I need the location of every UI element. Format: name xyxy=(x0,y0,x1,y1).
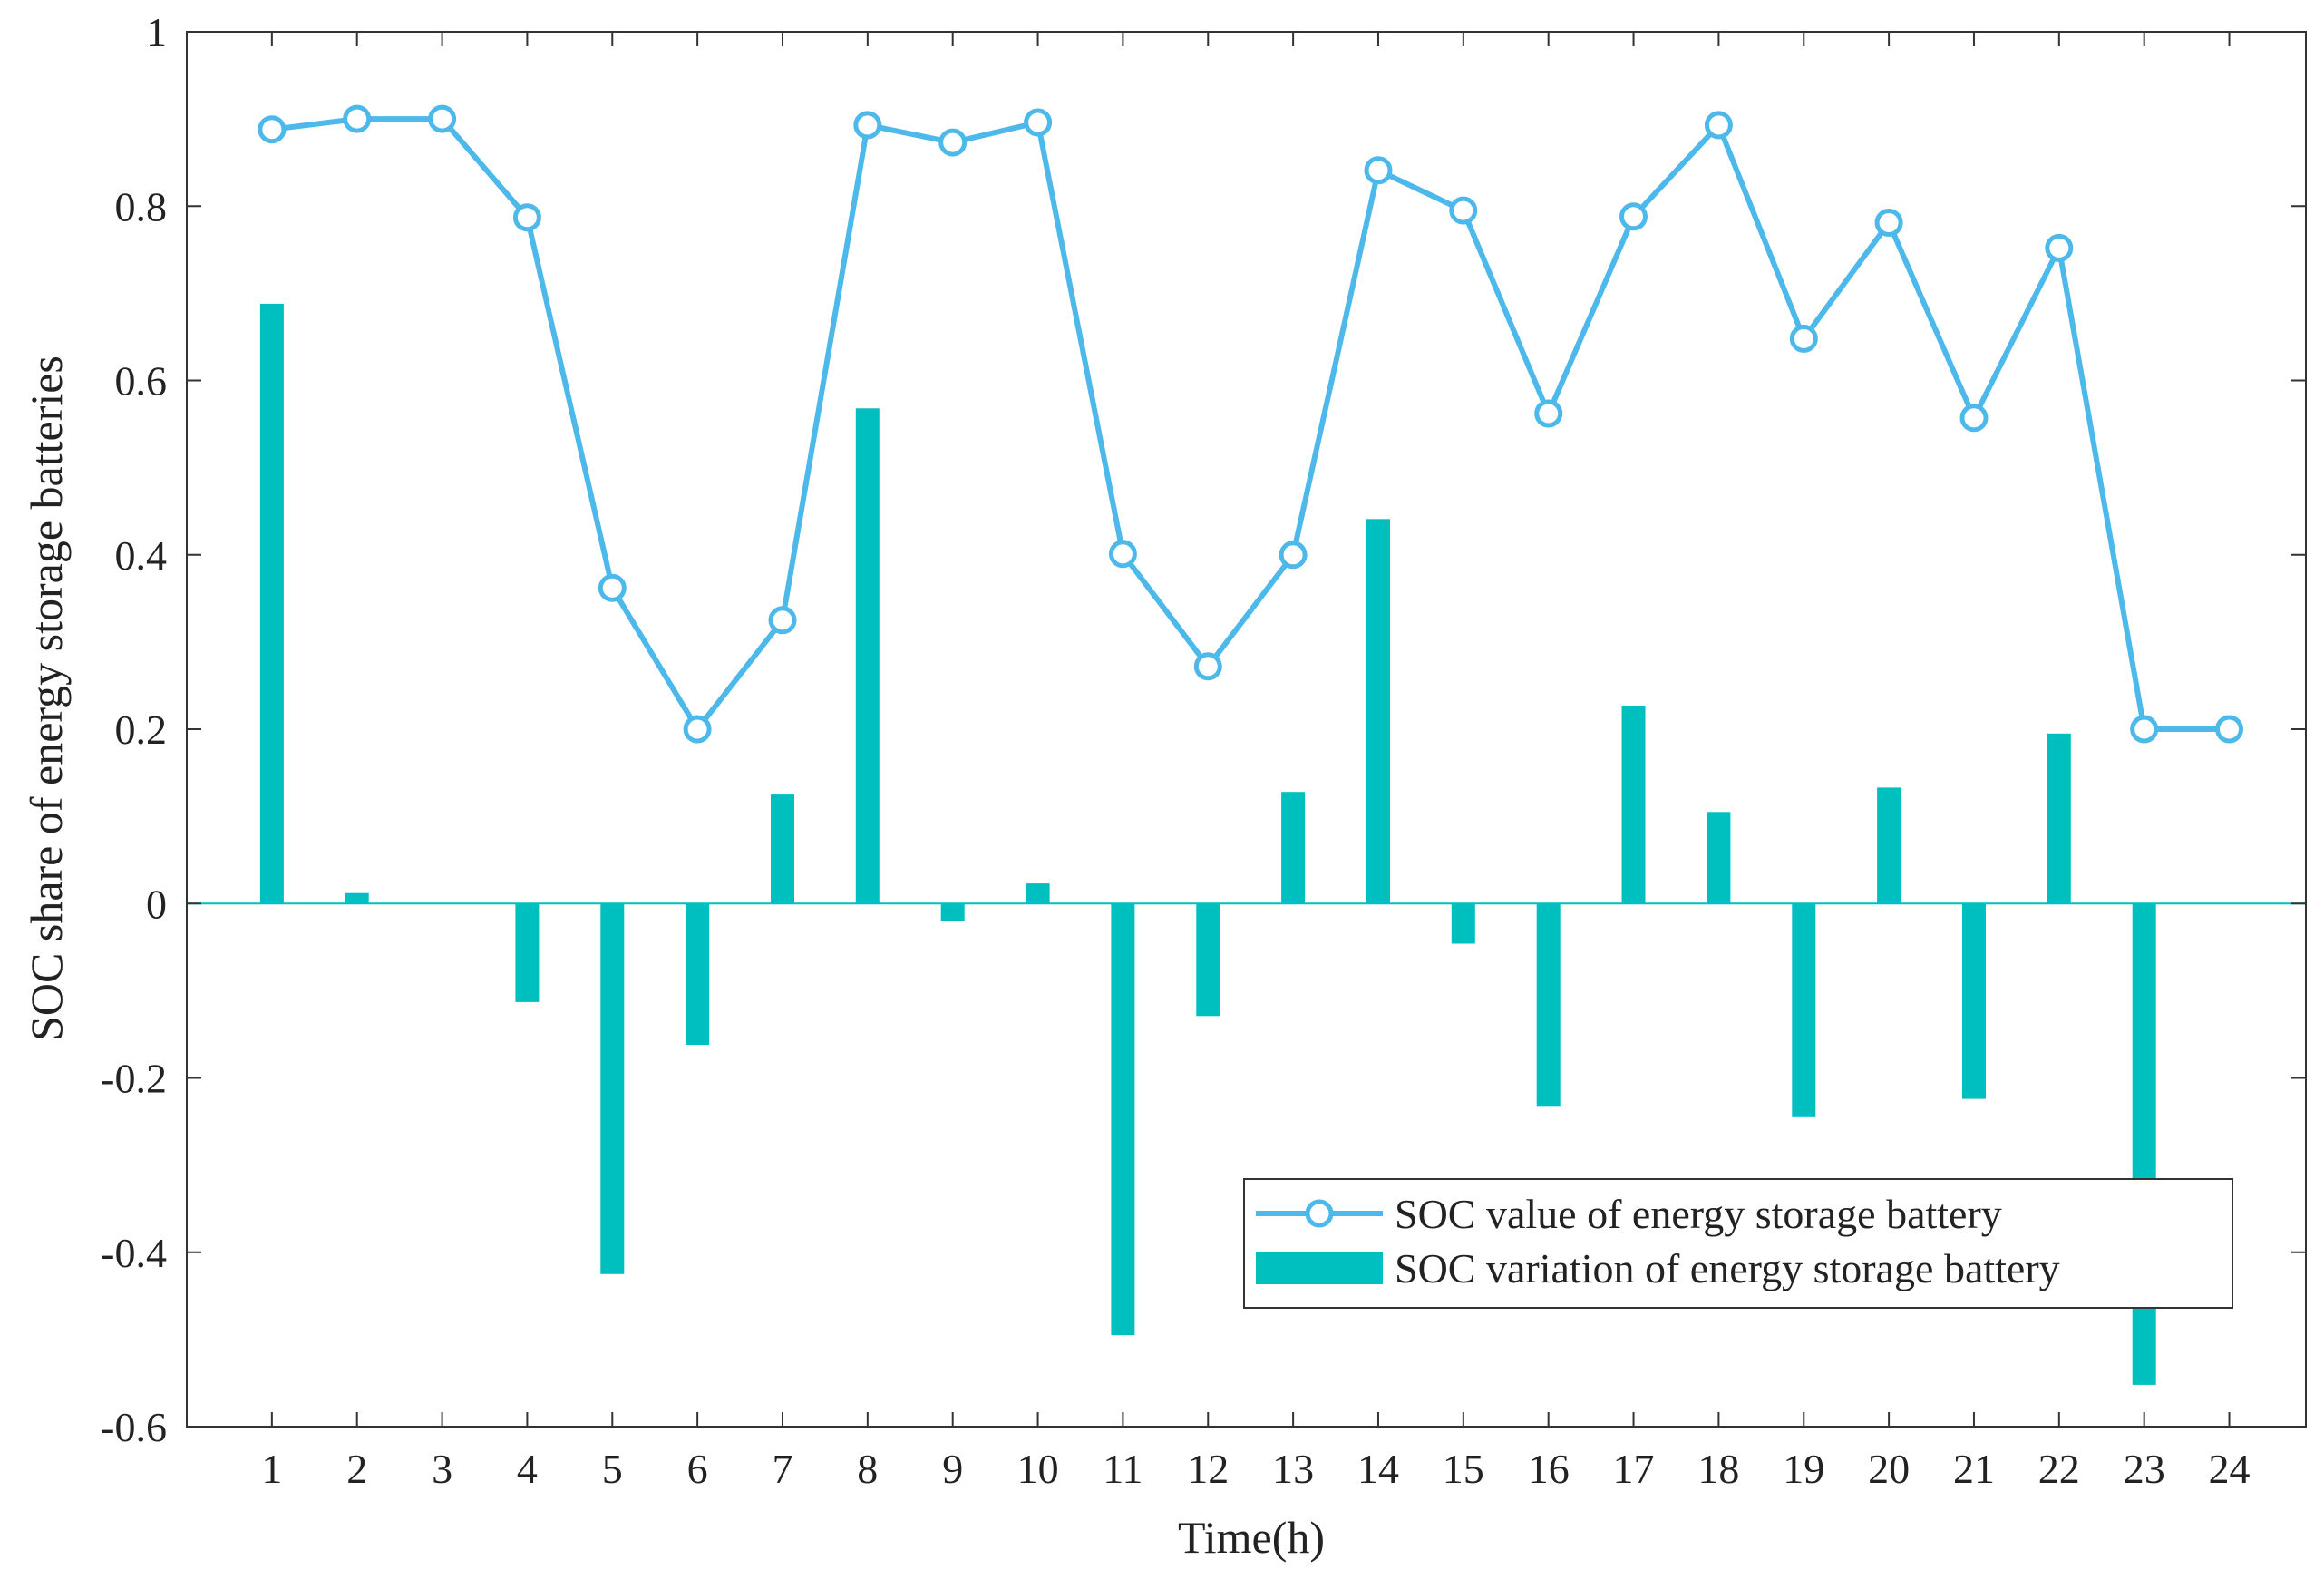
x-tick-label: 12 xyxy=(1187,1446,1229,1492)
soc-point-11 xyxy=(1108,540,1137,569)
soc-value-line xyxy=(271,116,2230,732)
x-tick-label: 13 xyxy=(1272,1446,1314,1492)
soc-point-13 xyxy=(1279,541,1308,570)
x-tick-label: 24 xyxy=(2209,1446,2251,1492)
x-tick-label: 4 xyxy=(517,1446,538,1492)
legend-label-soc-variation: SOC variation of energy storage battery xyxy=(1395,1245,2060,1291)
soc-point-12 xyxy=(1193,652,1222,681)
y-tick-label: -0.4 xyxy=(101,1230,167,1276)
y-tick-label: -0.2 xyxy=(101,1056,167,1102)
x-tick-label: 22 xyxy=(2038,1446,2080,1492)
bar-6 xyxy=(686,903,710,1045)
x-tick-label: 2 xyxy=(346,1446,367,1492)
bar-13 xyxy=(1281,792,1306,904)
bar-9 xyxy=(940,903,965,921)
x-tick-label: 17 xyxy=(1613,1446,1655,1492)
x-tick-label: 19 xyxy=(1783,1446,1824,1492)
line-layer xyxy=(258,104,2243,744)
bar-19 xyxy=(1792,903,1816,1117)
x-axis-label: Time(h) xyxy=(1178,1512,1325,1563)
soc-point-22 xyxy=(2045,233,2074,262)
bar-15 xyxy=(1451,903,1475,944)
x-tick-label: 10 xyxy=(1017,1446,1059,1492)
bar-4 xyxy=(515,903,540,1002)
x-tick-label: 23 xyxy=(2124,1446,2165,1492)
soc-point-4 xyxy=(512,203,541,232)
soc-point-18 xyxy=(1704,111,1733,140)
x-tick-label: 5 xyxy=(602,1446,623,1492)
soc-point-1 xyxy=(258,115,287,144)
y-axis-label: SOC share of energy storage batteries xyxy=(21,356,72,1041)
legend-marker-swatch xyxy=(1305,1199,1334,1228)
y-tick-label: 0.4 xyxy=(115,532,168,579)
bar-12 xyxy=(1196,903,1220,1017)
bar-14 xyxy=(1366,519,1390,904)
soc-point-23 xyxy=(2130,715,2159,744)
soc-point-2 xyxy=(343,104,372,133)
x-tick-label: 15 xyxy=(1443,1446,1484,1492)
x-tick-label: 8 xyxy=(857,1446,878,1492)
soc-point-20 xyxy=(1874,209,1903,237)
y-tick-label: 0.8 xyxy=(115,183,168,229)
x-tick-label: 16 xyxy=(1528,1446,1570,1492)
soc-point-8 xyxy=(853,111,882,140)
bar-8 xyxy=(855,408,880,904)
bar-1 xyxy=(259,303,284,904)
y-tick-label: 0.6 xyxy=(115,358,168,404)
soc-point-15 xyxy=(1449,196,1478,225)
x-tick-label: 11 xyxy=(1103,1446,1143,1492)
y-tick-label: 0.2 xyxy=(115,707,168,753)
bar-5 xyxy=(600,903,625,1274)
ticks-layer: -0.6-0.4-0.200.20.40.60.811 2 3 4 5 6 7 8 9 10 11 1… xyxy=(101,9,2306,1492)
legend-label-soc-value: SOC value of energy storage battery xyxy=(1395,1191,2002,1237)
bar-22 xyxy=(2047,733,2071,904)
bars-layer xyxy=(259,303,2241,1385)
bar-18 xyxy=(1707,812,1731,904)
x-tick-label: 14 xyxy=(1357,1446,1399,1492)
legend-bar-swatch xyxy=(1256,1252,1383,1284)
soc-point-9 xyxy=(938,128,968,157)
y-tick-label: 1 xyxy=(146,9,167,55)
soc-point-7 xyxy=(768,606,797,635)
bar-21 xyxy=(1962,903,1986,1099)
soc-point-10 xyxy=(1024,108,1053,137)
soc-point-21 xyxy=(1959,404,1989,433)
soc-point-14 xyxy=(1364,156,1393,185)
soc-point-5 xyxy=(598,573,627,602)
y-tick-label: -0.6 xyxy=(101,1404,167,1450)
x-tick-label: 3 xyxy=(432,1446,452,1492)
soc-point-19 xyxy=(1789,324,1818,353)
soc-point-16 xyxy=(1534,399,1563,428)
legend: SOC value of energy storage battery SOC … xyxy=(1243,1178,2233,1309)
x-tick-label: 20 xyxy=(1868,1446,1910,1492)
bar-23 xyxy=(2132,903,2156,1385)
bar-11 xyxy=(1111,903,1135,1336)
y-tick-label: 0 xyxy=(146,881,167,927)
bar-2 xyxy=(345,892,369,904)
soc-point-3 xyxy=(428,104,457,133)
bar-10 xyxy=(1026,883,1050,904)
x-tick-label: 6 xyxy=(687,1446,708,1492)
x-tick-label: 7 xyxy=(773,1446,793,1492)
legend-box xyxy=(1243,1178,2233,1309)
bar-7 xyxy=(771,794,794,904)
soc-point-17 xyxy=(1619,202,1648,231)
x-tick-label: 21 xyxy=(1953,1446,1995,1492)
bar-16 xyxy=(1536,903,1561,1107)
bar-17 xyxy=(1621,706,1646,904)
x-tick-label: 1 xyxy=(261,1446,282,1492)
bar-20 xyxy=(1877,787,1901,904)
soc-point-24 xyxy=(2215,715,2243,744)
x-tick-label: 18 xyxy=(1697,1446,1739,1492)
x-tick-label: 9 xyxy=(942,1446,963,1492)
soc-point-6 xyxy=(683,715,712,744)
